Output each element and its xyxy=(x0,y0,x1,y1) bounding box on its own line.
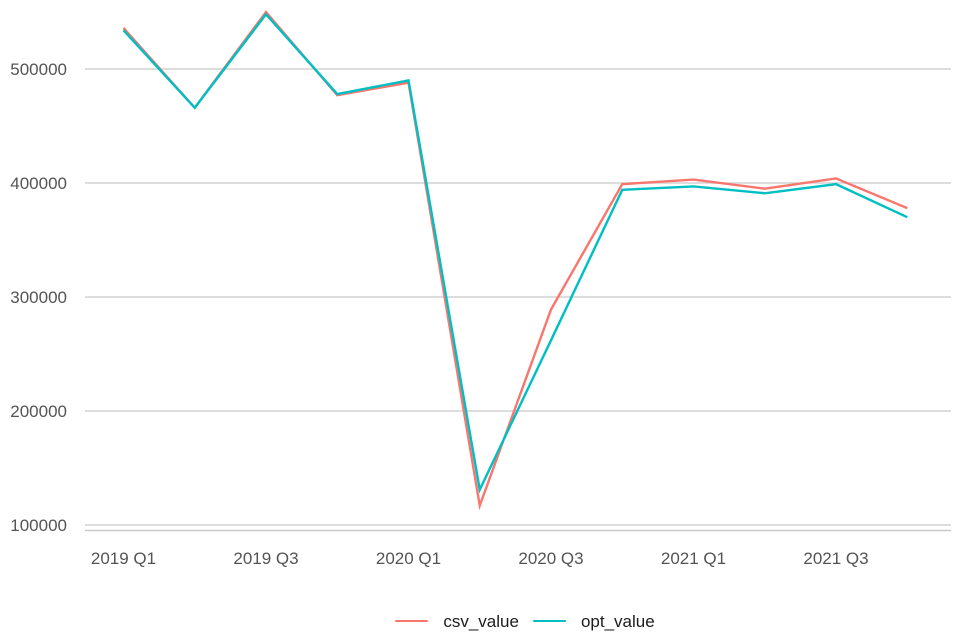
y-axis-tick-label: 400000 xyxy=(10,174,67,193)
legend: csv_value opt_value xyxy=(90,608,960,634)
legend-item-csv-value: csv_value xyxy=(395,613,519,630)
x-axis-tick-label: 2020 Q3 xyxy=(518,549,583,568)
y-axis-tick-label: 500000 xyxy=(10,60,67,79)
legend-item-opt-value: opt_value xyxy=(532,611,655,631)
opt-value-line xyxy=(122,12,908,494)
x-axis-tick-label: 2019 Q3 xyxy=(233,549,298,568)
x-axis-tick-label: 2021 Q1 xyxy=(661,549,726,568)
csv-value-line xyxy=(122,10,908,511)
legend-label-opt-value: opt_value xyxy=(580,611,655,631)
csv-value-line-swatch xyxy=(395,619,429,623)
legend-label-csv-value: csv_value xyxy=(443,611,519,631)
x-axis-tick-label: 2021 Q3 xyxy=(803,549,868,568)
y-axis-tick-label: 100000 xyxy=(10,516,67,535)
x-axis-tick-label: 2019 Q1 xyxy=(91,549,156,568)
y-axis-tick-label: 200000 xyxy=(10,402,67,421)
opt-value-line-swatch xyxy=(532,619,566,623)
y-axis-tick-label: 300000 xyxy=(10,288,67,307)
x-axis-tick-label: 2020 Q1 xyxy=(376,549,441,568)
